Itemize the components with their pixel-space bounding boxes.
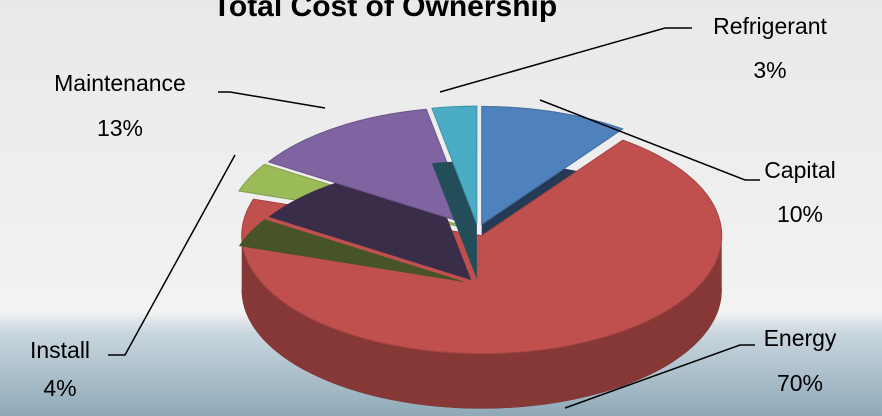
slice: [267, 108, 473, 281]
leader-line: [439, 27, 692, 93]
category-label: Capital: [764, 157, 836, 183]
value-label: 13%: [97, 115, 143, 141]
slice-top: [431, 105, 478, 225]
labels: Capital 10% Energy 70% Install 4% Maintenance 1…: [30, 13, 837, 409]
slice-top: [481, 105, 624, 226]
leader-line: [108, 154, 236, 356]
category-label: Energy: [764, 325, 837, 351]
leader-line: [218, 91, 326, 109]
category-label: Refrigerant: [713, 13, 827, 39]
slice-top: [267, 108, 473, 226]
leader-line: [539, 99, 760, 181]
slice-side: [241, 235, 722, 409]
value-label: 4%: [43, 375, 76, 401]
slice-bottom: [238, 219, 468, 283]
value-label: 3%: [753, 57, 786, 83]
pie: [238, 105, 723, 409]
chart-title: Total Cost of Ownership: [213, 0, 557, 23]
slice-top: [241, 139, 723, 355]
value-label: 10%: [777, 201, 823, 227]
slice: [241, 139, 723, 409]
leader-line: [564, 344, 755, 409]
slice: [431, 105, 478, 280]
category-label: Maintenance: [54, 70, 186, 96]
category-label: Install: [30, 337, 90, 363]
value-label: 70%: [777, 370, 823, 396]
